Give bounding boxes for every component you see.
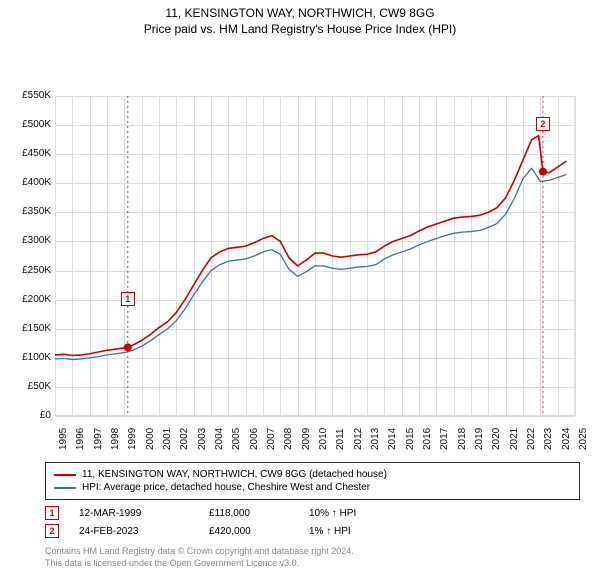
legend-swatch (54, 474, 76, 476)
x-tick-label: 1995 (58, 428, 69, 450)
chart-container: 11, KENSINGTON WAY, NORTHWICH, CW9 8GG P… (0, 6, 600, 566)
sales-row-date: 24-FEB-2023 (79, 526, 189, 537)
x-tick-label: 2003 (197, 428, 208, 450)
x-tick-label: 1999 (127, 428, 138, 450)
sale-marker-callout: 2 (536, 117, 550, 131)
x-tick-label: 2012 (353, 428, 364, 450)
x-tick-label: 2004 (214, 428, 225, 450)
x-tick-label: 2015 (405, 428, 416, 450)
sales-row-marker: 1 (45, 506, 59, 520)
legend-label: 11, KENSINGTON WAY, NORTHWICH, CW9 8GG (… (82, 469, 387, 480)
x-tick-label: 2021 (509, 428, 520, 450)
x-tick-label: 2025 (578, 428, 589, 450)
credit-text: Contains HM Land Registry data © Crown c… (45, 546, 580, 569)
sales-row-date: 12-MAR-1999 (79, 508, 189, 519)
x-tick-label: 2020 (491, 428, 502, 450)
x-tick-label: 2008 (283, 428, 294, 450)
sales-row: 1 12-MAR-1999 £118,000 10% ↑ HPI (45, 506, 580, 520)
x-tick-label: 2014 (387, 428, 398, 450)
series-line-red (55, 136, 566, 356)
credit-line-2: This data is licensed under the Open Gov… (45, 558, 580, 569)
x-tick-label: 1996 (75, 428, 86, 450)
x-tick-label: 2022 (526, 428, 537, 450)
x-tick-label: 2017 (439, 428, 450, 450)
x-tick-label: 2016 (422, 428, 433, 450)
x-tick-label: 2024 (561, 428, 572, 450)
x-tick-label: 1997 (93, 428, 104, 450)
sales-row-price: £420,000 (209, 526, 289, 537)
x-tick-label: 2009 (301, 428, 312, 450)
legend-swatch (54, 487, 76, 489)
legend-item: 11, KENSINGTON WAY, NORTHWICH, CW9 8GG (… (54, 469, 571, 480)
sale-marker-dot (124, 343, 132, 351)
x-tick-label: 2001 (162, 428, 173, 450)
x-tick-label: 2005 (231, 428, 242, 450)
sales-table: 1 12-MAR-1999 £118,000 10% ↑ HPI 2 24-FEB-202… (45, 506, 580, 538)
chart-subtitle: Price paid vs. HM Land Registry's House … (0, 22, 600, 36)
x-tick-label: 2006 (249, 428, 260, 450)
sale-marker-callout: 1 (121, 292, 135, 306)
x-tick-label: 2010 (318, 428, 329, 450)
x-tick-label: 1998 (110, 428, 121, 450)
x-tick-label: 2023 (543, 428, 554, 450)
x-tick-label: 2000 (145, 428, 156, 450)
x-tick-label: 2002 (179, 428, 190, 450)
chart-title: 11, KENSINGTON WAY, NORTHWICH, CW9 8GG (0, 6, 600, 20)
sales-row: 2 24-FEB-2023 £420,000 1% ↑ HPI (45, 524, 580, 538)
credit-line-1: Contains HM Land Registry data © Crown c… (45, 546, 580, 558)
sales-row-marker: 2 (45, 524, 59, 538)
legend-item: HPI: Average price, detached house, Ches… (54, 482, 571, 493)
x-tick-label: 2007 (266, 428, 277, 450)
x-tick-label: 2018 (457, 428, 468, 450)
legend: 11, KENSINGTON WAY, NORTHWICH, CW9 8GG (… (45, 462, 580, 500)
plot-svg (10, 46, 580, 421)
sales-row-delta: 1% ↑ HPI (309, 526, 351, 537)
series-line-blue (55, 168, 566, 359)
x-tick-label: 2011 (335, 428, 346, 450)
sales-row-price: £118,000 (209, 508, 289, 519)
chart-area: £0£50K£100K£150K£200K£250K£300K£350K£400… (10, 46, 580, 456)
sale-marker-dot (539, 168, 547, 176)
sales-row-delta: 10% ↑ HPI (309, 508, 356, 519)
x-tick-label: 2019 (474, 428, 485, 450)
x-tick-label: 2013 (370, 428, 381, 450)
legend-label: HPI: Average price, detached house, Ches… (82, 482, 370, 493)
